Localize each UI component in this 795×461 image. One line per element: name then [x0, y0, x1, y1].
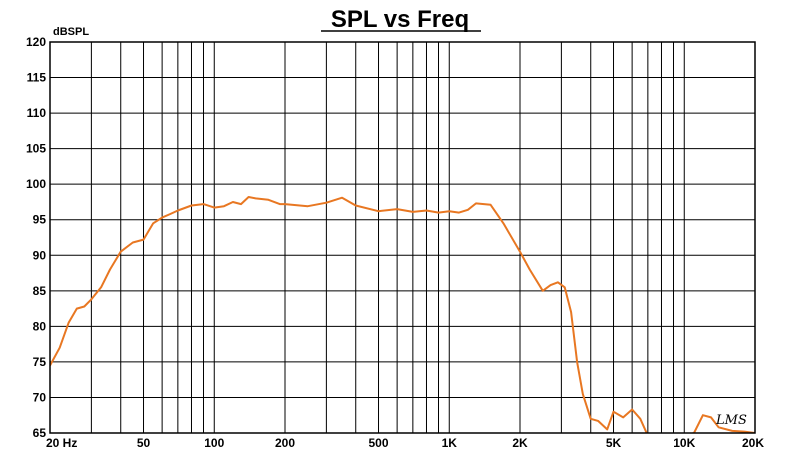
y-tick-label: 80 [33, 319, 47, 333]
y-tick-label: 90 [33, 248, 47, 262]
watermark-text: LMS [715, 413, 747, 428]
x-tick-label: 2K [512, 436, 528, 450]
plot-frame [49, 41, 756, 434]
x-tick-label: 200 [275, 436, 295, 450]
x-tick-label: 5K [606, 436, 622, 450]
y-tick-label: 110 [27, 106, 47, 120]
y-tick-label: 95 [33, 213, 47, 227]
series-layer [50, 196, 755, 433]
y-tick-label: 70 [33, 390, 47, 404]
chart-title: SPL vs Freq [331, 6, 469, 33]
y-tick-label: 75 [33, 355, 47, 369]
x-tick-label: 10K [673, 436, 695, 450]
x-tick-label: 1K [442, 436, 458, 450]
tick-labels: 65 70 75 80 85 90 95 100 105 110 115 120 20 Hz 50 100 2… [26, 35, 764, 450]
y-tick-label: 100 [26, 177, 46, 191]
x-tick-label: 50 [137, 436, 151, 450]
y-tick-label: 85 [33, 284, 47, 298]
y-tick-label: 115 [27, 71, 47, 85]
x-tick-label: 500 [369, 436, 389, 450]
y-tick-label: 120 [26, 35, 46, 49]
grid-lines [50, 41, 755, 434]
x-tick-label: 20K [742, 436, 764, 450]
y-tick-label: 65 [33, 426, 47, 440]
x-tick-label: 20 Hz [46, 436, 77, 450]
x-tick-label: 100 [204, 436, 224, 450]
y-axis-label: dBSPL [53, 26, 89, 38]
y-tick-label: 105 [26, 142, 46, 156]
spl-series-line [50, 196, 755, 433]
